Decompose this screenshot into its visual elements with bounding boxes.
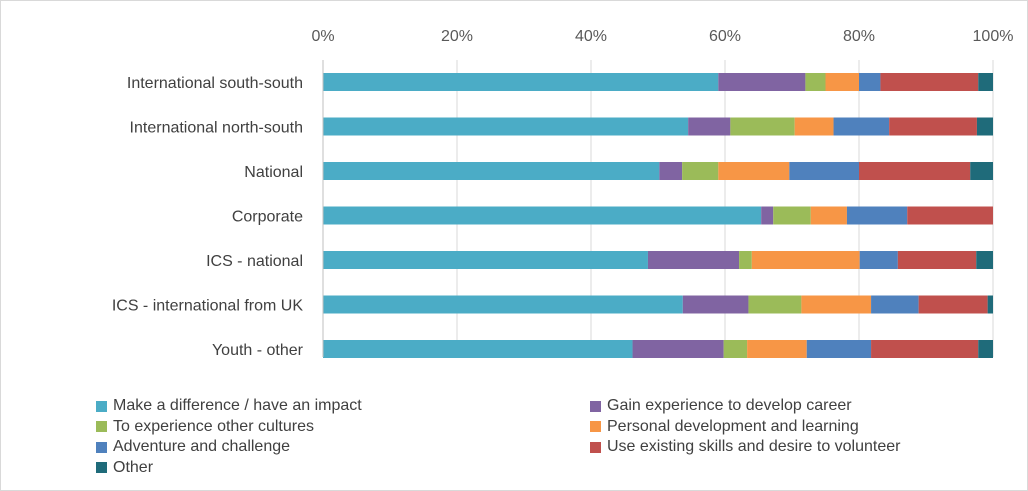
category-label: National — [244, 164, 303, 181]
bar-segment — [323, 295, 683, 314]
bar-segment — [773, 206, 811, 225]
bar-segment — [718, 73, 806, 91]
legend-swatch — [590, 421, 601, 432]
bar-segment — [846, 206, 908, 225]
bar-segment — [810, 206, 847, 225]
bar-segment — [801, 295, 872, 314]
bar-segment — [987, 295, 993, 314]
bar-segment — [889, 117, 977, 136]
x-axis-ticks: 0% 20% 40% 60% 80% 100% — [311, 28, 1013, 45]
legend-label: Use existing skills and desire to volunt… — [607, 438, 901, 455]
legend-label: Other — [113, 458, 154, 476]
category-label: Youth - other — [212, 342, 304, 359]
legend-swatch — [96, 400, 107, 412]
bar-segment — [978, 73, 993, 91]
bar-segment — [682, 295, 749, 314]
bar-segment — [659, 162, 683, 180]
legend-swatch — [590, 400, 601, 412]
legend-label: Make a difference / have an impact — [113, 397, 362, 414]
legend-item: Adventure and challenge — [96, 438, 290, 456]
bar-segment — [859, 73, 881, 91]
bar-segment — [730, 117, 795, 136]
bar-segment — [794, 117, 834, 136]
x-tick-label: 100% — [973, 28, 1014, 45]
bars — [323, 73, 993, 358]
bar-segment — [323, 162, 660, 180]
bar-segment — [918, 295, 988, 314]
bar-segment — [907, 206, 993, 225]
category-label: International south-south — [127, 75, 303, 92]
bar-segment — [632, 340, 724, 358]
bar-segment — [880, 73, 979, 91]
x-tick-label: 0% — [311, 28, 334, 45]
bar-segment — [682, 162, 719, 180]
legend-swatch — [590, 441, 601, 453]
category-label: Corporate — [232, 209, 303, 226]
bar-segment — [833, 117, 890, 136]
bar-segment — [871, 295, 919, 314]
bar-segment — [789, 162, 859, 180]
bar-segment — [871, 340, 979, 358]
legend-swatch — [96, 421, 107, 432]
legend-label: To experience other cultures — [113, 417, 314, 435]
legend-item: Make a difference / have an impact — [96, 397, 362, 415]
bar-segment — [739, 251, 752, 269]
x-tick-label: 60% — [709, 28, 741, 45]
bar-segment — [323, 206, 762, 225]
bar-segment — [761, 206, 774, 225]
x-tick-label: 80% — [843, 28, 875, 45]
bar-segment — [323, 117, 689, 136]
category-label: ICS - national — [206, 253, 303, 270]
legend-item: To experience other cultures — [96, 418, 314, 436]
category-labels: International south-south International n… — [112, 75, 304, 359]
legend-label: Personal development and learning — [607, 417, 859, 435]
x-tick-label: 40% — [575, 28, 607, 45]
bar-segment — [323, 340, 633, 358]
x-tick-label: 20% — [441, 28, 473, 45]
bar-segment — [747, 340, 807, 358]
category-label: ICS - international from UK — [112, 298, 304, 315]
bar-segment — [688, 117, 731, 136]
bar-segment — [323, 251, 648, 269]
stacked-bar-chart: 0% 20% 40% 60% 80% 100% International south-s… — [112, 28, 1014, 359]
bar-segment — [647, 251, 740, 269]
bar-segment — [859, 162, 971, 180]
bar-segment — [976, 251, 993, 269]
bar-segment — [718, 162, 790, 180]
category-label: International north-south — [130, 120, 303, 137]
legend-item: Use existing skills and desire to volunt… — [590, 438, 900, 456]
legend-item: Personal development and learning — [590, 418, 859, 436]
legend-label: Adventure and challenge — [113, 438, 291, 455]
bar-segment — [751, 251, 860, 269]
bar-segment — [806, 340, 872, 358]
bar-segment — [723, 340, 748, 358]
legend-swatch — [96, 441, 107, 453]
bar-segment — [970, 162, 993, 180]
legend-item: Gain experience to develop career — [590, 397, 852, 415]
bar-segment — [897, 251, 977, 269]
bar-segment — [805, 73, 826, 91]
bar-segment — [978, 340, 993, 358]
bar-segment — [976, 117, 993, 136]
legend-label: Gain experience to develop career — [607, 397, 852, 414]
bar-segment — [323, 73, 719, 91]
legend-swatch — [96, 462, 107, 473]
bar-segment — [748, 295, 802, 314]
bar-segment — [859, 251, 898, 269]
bar-segment — [825, 73, 859, 91]
legend-item: Other — [96, 459, 153, 477]
